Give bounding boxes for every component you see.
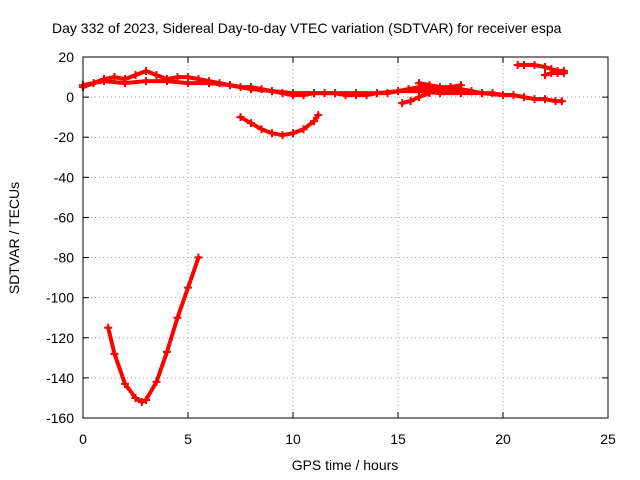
- x-tick-label: 20: [495, 431, 511, 447]
- data-point-marker: [509, 91, 518, 100]
- data-point-marker: [137, 397, 146, 406]
- data-point-marker: [394, 87, 402, 96]
- data-point-marker: [289, 129, 297, 138]
- y-tick-label: 20: [58, 49, 74, 65]
- data-point-marker: [425, 89, 434, 98]
- data-point-marker: [100, 77, 108, 86]
- data-point-marker: [226, 81, 234, 90]
- data-point-marker: [314, 111, 323, 120]
- x-tick-label: 5: [184, 431, 192, 447]
- y-axis-label: SDTVAR / TECUs: [6, 182, 22, 294]
- data-point-marker: [478, 89, 486, 98]
- data-point-marker: [446, 83, 455, 92]
- data-point-marker: [373, 89, 381, 98]
- series-line: [81, 79, 516, 98]
- series-arc-4: [415, 79, 476, 96]
- data-point-marker: [184, 283, 192, 292]
- data-point-marker: [530, 61, 539, 70]
- data-point-marker: [247, 85, 255, 94]
- data-point-marker: [163, 77, 171, 86]
- data-point-marker: [257, 125, 266, 134]
- data-point-marker: [121, 379, 129, 388]
- data-point-marker: [415, 79, 423, 88]
- data-point-marker: [194, 253, 203, 262]
- data-point-marker: [173, 313, 182, 322]
- chart-title: Day 332 of 2023, Sidereal Day-to-day VTE…: [52, 20, 562, 36]
- series-arc-7: [236, 111, 323, 140]
- data-point-marker: [398, 99, 407, 108]
- series-long-arc-2: [79, 77, 518, 100]
- data-point-marker: [110, 349, 119, 358]
- data-point-marker: [121, 79, 129, 88]
- data-point-marker: [205, 79, 213, 88]
- x-tick-label: 0: [79, 431, 87, 447]
- axis-ticks: [82, 56, 609, 419]
- data-point-marker: [541, 71, 549, 80]
- data-point-marker: [152, 377, 161, 386]
- x-tick-label: 15: [390, 431, 406, 447]
- data-point-marker: [110, 73, 119, 82]
- data-point-marker: [331, 89, 339, 98]
- y-tick-label: -20: [54, 129, 74, 145]
- series-line: [106, 255, 201, 404]
- x-axis-label: GPS time / hours: [292, 457, 399, 473]
- series-line: [238, 113, 321, 138]
- data-point-marker: [559, 69, 568, 78]
- x-tick-label: 25: [600, 431, 616, 447]
- data-point-marker: [278, 131, 287, 140]
- data-point-marker: [457, 85, 465, 94]
- data-point-marker: [520, 93, 528, 102]
- data-point-marker: [142, 395, 150, 404]
- data-point-marker: [352, 89, 360, 98]
- data-point-marker: [310, 117, 318, 126]
- y-tick-label: -40: [54, 169, 74, 185]
- y-tick-label: -60: [54, 209, 74, 225]
- series-long-arc-1: [79, 67, 566, 106]
- data-point-marker: [247, 119, 255, 128]
- data-point-marker: [541, 63, 549, 72]
- x-tick-label: 10: [285, 431, 301, 447]
- data-point-marker: [406, 97, 415, 106]
- data-point-marker: [142, 77, 150, 86]
- series-arc-6: [541, 69, 568, 80]
- data-point-marker: [289, 89, 297, 98]
- data-point-marker: [131, 71, 140, 80]
- data-point-marker: [499, 91, 507, 100]
- x-axis-tick-labels: 0 5 10 15 20 25: [79, 431, 616, 447]
- plot-frame: [82, 56, 609, 419]
- y-axis-tick-labels: -160 -140 -120 -100 -80 -60 -40 -20 0 20: [46, 49, 74, 426]
- data-point-marker: [299, 125, 308, 134]
- data-point-marker: [173, 73, 182, 82]
- grid-lines: [83, 57, 608, 418]
- data-series: [79, 61, 568, 406]
- data-point-marker: [163, 347, 171, 356]
- data-point-marker: [520, 61, 528, 70]
- y-tick-label: -80: [54, 250, 74, 266]
- data-point-marker: [152, 71, 161, 80]
- data-point-marker: [142, 67, 150, 76]
- y-tick-label: -160: [46, 410, 74, 426]
- data-point-marker: [541, 95, 549, 104]
- data-point-marker: [268, 87, 276, 96]
- data-point-marker: [268, 129, 276, 138]
- data-point-marker: [236, 113, 245, 122]
- y-tick-label: -120: [46, 330, 74, 346]
- data-point-marker: [310, 89, 318, 98]
- data-point-marker: [436, 83, 444, 92]
- y-tick-label: -140: [46, 370, 74, 386]
- data-point-marker: [425, 81, 434, 90]
- series-arc-8: [104, 253, 203, 406]
- data-point-marker: [467, 87, 476, 96]
- y-tick-label: -100: [46, 290, 74, 306]
- data-point-marker: [530, 95, 539, 104]
- data-point-marker: [415, 93, 423, 102]
- data-point-marker: [131, 393, 140, 402]
- data-point-marker: [184, 79, 192, 88]
- data-point-marker: [104, 323, 113, 332]
- y-tick-label: 0: [66, 89, 74, 105]
- data-point-marker: [557, 97, 566, 106]
